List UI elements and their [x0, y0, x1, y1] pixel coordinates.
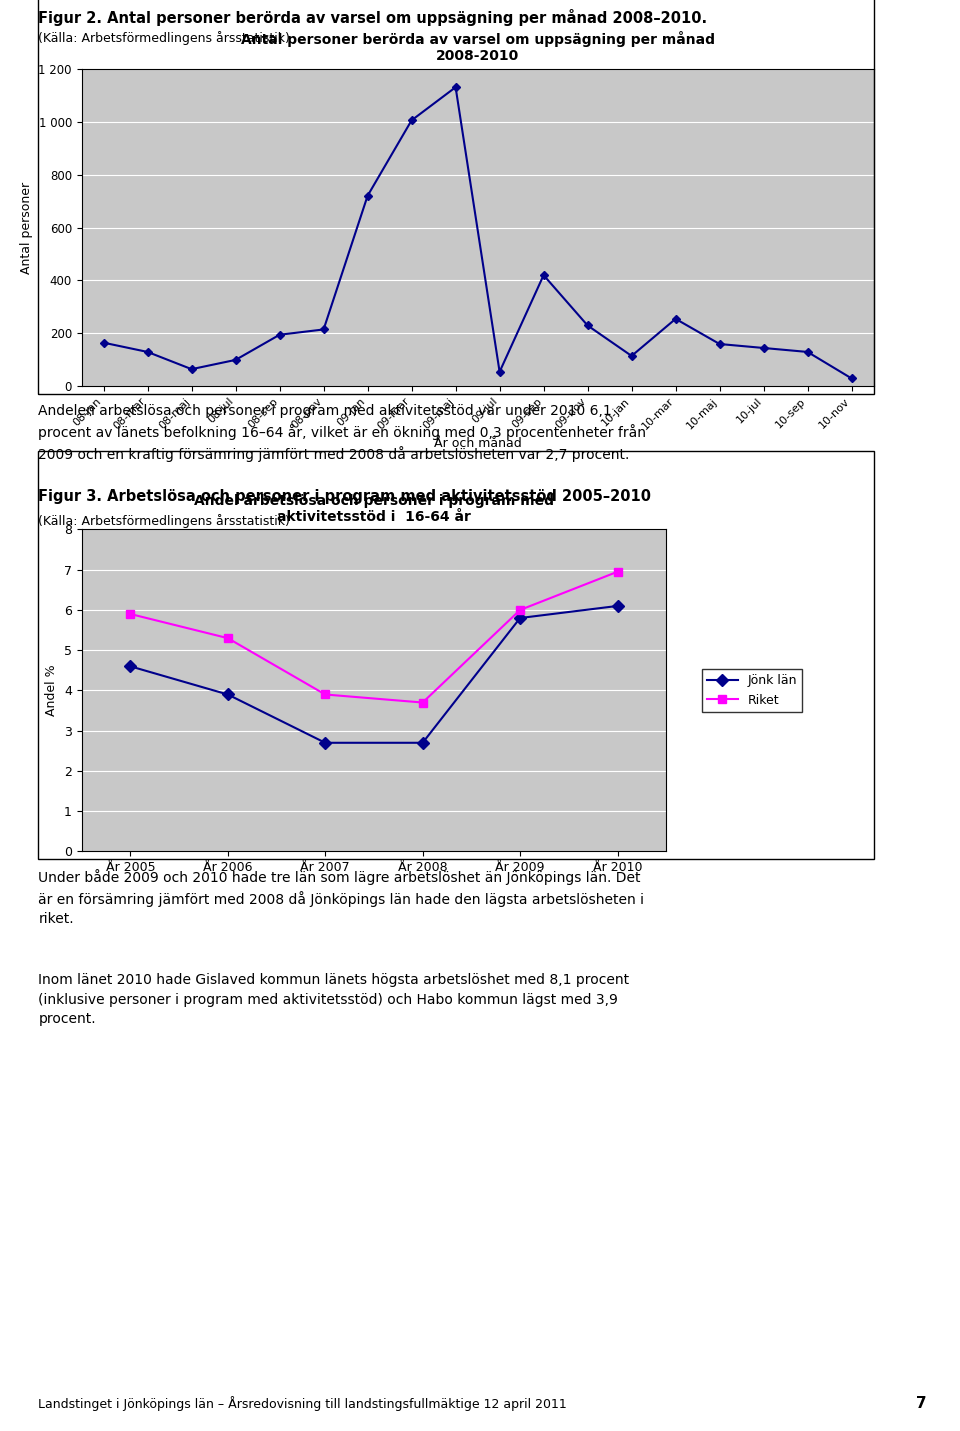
Text: (Källa: Arbetsförmedlingens årsstatistik): (Källa: Arbetsförmedlingens årsstatistik…: [38, 514, 290, 528]
Jönk län: [320, 734, 331, 751]
Riket: [320, 685, 331, 703]
Text: Figur 2. Antal personer berörda av varsel om uppsägning per månad 2008–2010.: Figur 2. Antal personer berörda av varse…: [38, 9, 708, 26]
Riket: [222, 630, 233, 647]
Riket: [417, 694, 428, 711]
Text: 7: 7: [916, 1397, 926, 1411]
Line: Riket: Riket: [126, 568, 622, 707]
Legend: Jönk län, Riket: Jönk län, Riket: [702, 670, 803, 711]
Jönk län: [222, 685, 233, 703]
Text: Under både 2009 och 2010 hade tre län som lägre arbetslöshet än Jönköpings län. : Under både 2009 och 2010 hade tre län so…: [38, 869, 644, 926]
Text: Landstinget i Jönköpings län – Årsredovisning till landstingsfullmäktige 12 apri: Landstinget i Jönköpings län – Årsredovi…: [38, 1397, 567, 1411]
Riket: [125, 605, 136, 622]
Y-axis label: Andel %: Andel %: [45, 664, 59, 717]
Text: Andelen arbetslösa och personer i program med aktivitetsstöd var under 2010 6,1
: Andelen arbetslösa och personer i progra…: [38, 404, 646, 462]
Text: Figur 3. Arbetslösa och personer i program med aktivitetsstöd 2005–2010: Figur 3. Arbetslösa och personer i progr…: [38, 489, 652, 504]
Title: Antal personer berörda av varsel om uppsägning per månad
2008-2010: Antal personer berörda av varsel om upps…: [241, 31, 714, 63]
Text: Inom länet 2010 hade Gislaved kommun länets högsta arbetslöshet med 8,1 procent
: Inom länet 2010 hade Gislaved kommun län…: [38, 973, 630, 1026]
Riket: [612, 564, 623, 581]
Title: Andel arbetslösa och personer i program med
aktivitetsstöd i  16-64 år: Andel arbetslösa och personer i program …: [194, 494, 554, 524]
Y-axis label: Antal personer: Antal personer: [20, 182, 33, 273]
Jönk län: [125, 658, 136, 675]
Line: Jönk län: Jönk län: [126, 602, 622, 747]
Text: (Källa: Arbetsförmedlingens årsstatistik): (Källa: Arbetsförmedlingens årsstatistik…: [38, 31, 290, 46]
X-axis label: År och månad: År och månad: [434, 438, 521, 451]
Riket: [515, 601, 526, 618]
Jönk län: [612, 597, 623, 614]
Jönk län: [515, 610, 526, 627]
Jönk län: [417, 734, 428, 751]
